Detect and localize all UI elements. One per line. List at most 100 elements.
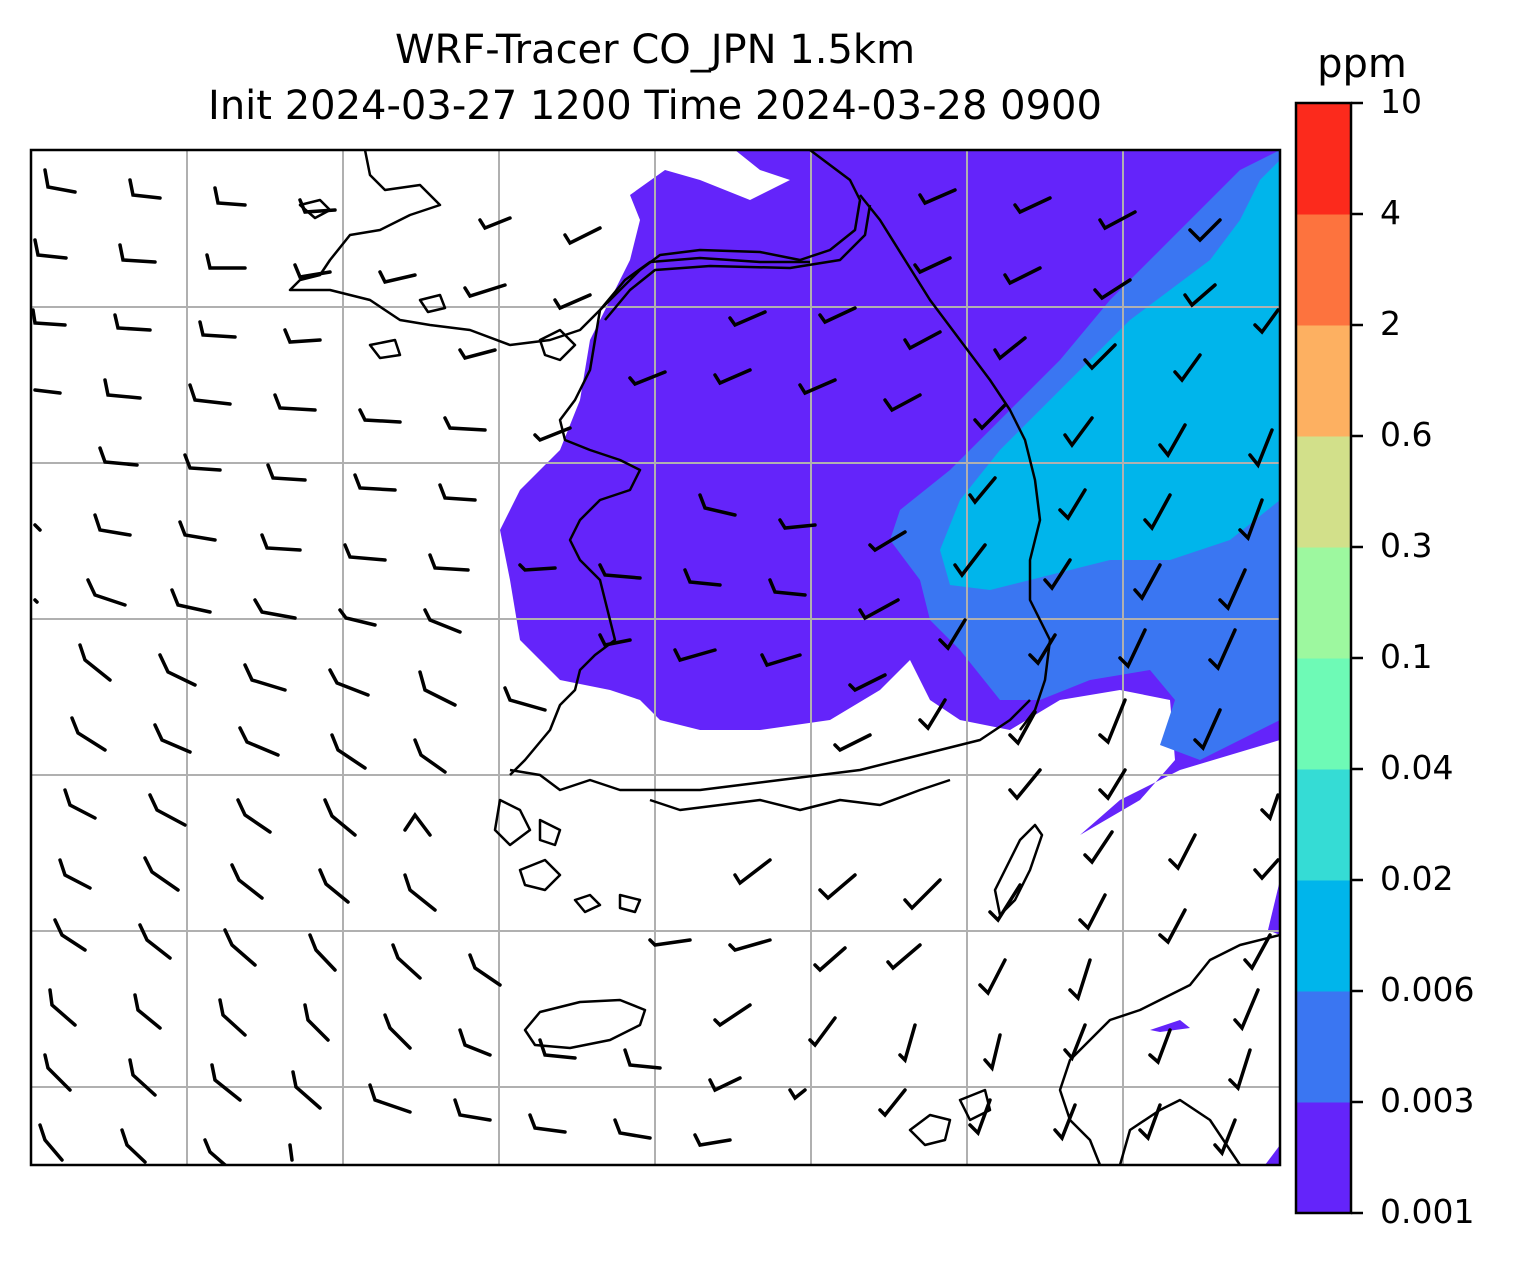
- wind-barb: [848, 673, 887, 693]
- wind-barb: [205, 253, 247, 270]
- wind-barb: [378, 270, 417, 285]
- wind-barb: [533, 426, 572, 443]
- wind-barb: [298, 198, 337, 214]
- wind-barb: [898, 1023, 917, 1064]
- border-line-1: [599, 256, 810, 311]
- wind-barb: [708, 1076, 742, 1093]
- colorbar-segment: [1296, 325, 1351, 437]
- wind-barb: [1238, 498, 1264, 542]
- wind-barb: [1058, 488, 1087, 521]
- wind-barb: [218, 998, 247, 1037]
- colorbar-ticks: [1351, 101, 1363, 1215]
- wind-barb: [886, 943, 922, 971]
- wind-barb: [713, 1003, 752, 1028]
- wind-barb: [528, 1113, 567, 1134]
- wind-barb: [938, 618, 967, 651]
- wind-barb: [453, 1098, 492, 1122]
- wind-barb: [903, 330, 942, 351]
- wind-barb: [1098, 210, 1137, 231]
- wind-barb: [813, 946, 847, 973]
- wind-barb: [1193, 708, 1222, 752]
- colorbar-segment: [1296, 1102, 1351, 1214]
- colorbar-segment: [1296, 436, 1351, 548]
- wind-barb: [1143, 493, 1172, 532]
- colorbar-tick-label: 4: [1380, 193, 1401, 232]
- co-region-006: [940, 160, 1280, 590]
- map-title-line-1: WRF-Tracer CO_JPN 1.5km: [394, 27, 916, 73]
- wind-barb: [1028, 633, 1057, 666]
- wind-barb: [303, 1003, 330, 1042]
- wind-barb: [1228, 1048, 1252, 1092]
- wind-barb: [913, 256, 952, 275]
- wind-barb: [391, 943, 422, 980]
- wind-barb: [178, 520, 217, 542]
- wind-barb: [423, 608, 462, 634]
- wind-barb: [683, 568, 722, 587]
- wind-barb: [120, 1128, 147, 1164]
- wind-barb: [253, 598, 297, 620]
- wind-barb: [598, 633, 632, 647]
- gridlines: [31, 150, 1280, 1165]
- wind-barb: [330, 733, 367, 770]
- tsushima-island: [993, 823, 1044, 917]
- wind-barb: [403, 873, 437, 912]
- wind-barb: [1053, 1103, 1077, 1142]
- wind-barb: [1243, 933, 1272, 972]
- jeju-island: [523, 998, 647, 1050]
- wind-barb: [878, 1088, 907, 1118]
- wind-barb: [291, 1070, 322, 1110]
- wind-barb: [58, 858, 92, 890]
- wind-barb: [33, 598, 39, 604]
- colorbar-tick-label: 0.6: [1380, 415, 1433, 454]
- wind-barb: [418, 670, 457, 707]
- wind-barb: [1098, 698, 1127, 745]
- wind-barb: [33, 238, 68, 260]
- coastline-south: [509, 699, 1031, 792]
- wind-barb: [48, 988, 77, 1027]
- wind-barb: [778, 518, 817, 530]
- wind-barb: [78, 643, 112, 682]
- wind-barb: [648, 938, 692, 947]
- wind-barb: [1003, 266, 1042, 286]
- wind-barb: [673, 648, 717, 663]
- wind-barb: [266, 463, 307, 482]
- wind-barb: [118, 243, 157, 264]
- colorbar-unit-label: ppm: [1317, 41, 1407, 87]
- wind-barb: [63, 788, 97, 820]
- wind-barb: [788, 1088, 807, 1101]
- wind-barb: [458, 348, 497, 361]
- wind-barb: [993, 336, 1027, 361]
- wind-barb: [53, 918, 87, 952]
- islands-southeast: [908, 1088, 992, 1147]
- wind-barb: [953, 543, 987, 578]
- wind-barb: [33, 388, 62, 395]
- coastline-west: [509, 309, 642, 776]
- coastline-south-2: [649, 778, 951, 812]
- colorbar-segment: [1296, 769, 1351, 881]
- wind-barb: [628, 370, 667, 387]
- wind-barb: [1083, 830, 1114, 865]
- wind-barb: [86, 578, 127, 607]
- wind-barb: [148, 793, 187, 827]
- map-frame: [29, 148, 1282, 1167]
- wind-barb: [468, 953, 502, 987]
- wind-barb: [818, 306, 857, 325]
- wind-barb: [598, 563, 642, 580]
- wind-barb: [1093, 278, 1132, 301]
- wind-barb: [128, 1058, 157, 1097]
- wind-barb: [223, 928, 257, 967]
- wind-barb: [518, 563, 557, 572]
- wind-barb: [198, 320, 237, 339]
- wind-barb: [463, 283, 507, 299]
- wind-barb: [563, 226, 602, 246]
- colorbar-segment: [1296, 658, 1351, 770]
- wind-barb: [236, 798, 272, 834]
- wind-barb: [70, 716, 107, 752]
- wind-barb: [283, 328, 322, 344]
- colorbar-tick-label: 10: [1380, 82, 1422, 121]
- small-islands-west: [493, 798, 562, 892]
- colorbar-segment: [1296, 103, 1351, 215]
- wind-barb: [413, 738, 447, 774]
- wind-barb: [988, 883, 1022, 923]
